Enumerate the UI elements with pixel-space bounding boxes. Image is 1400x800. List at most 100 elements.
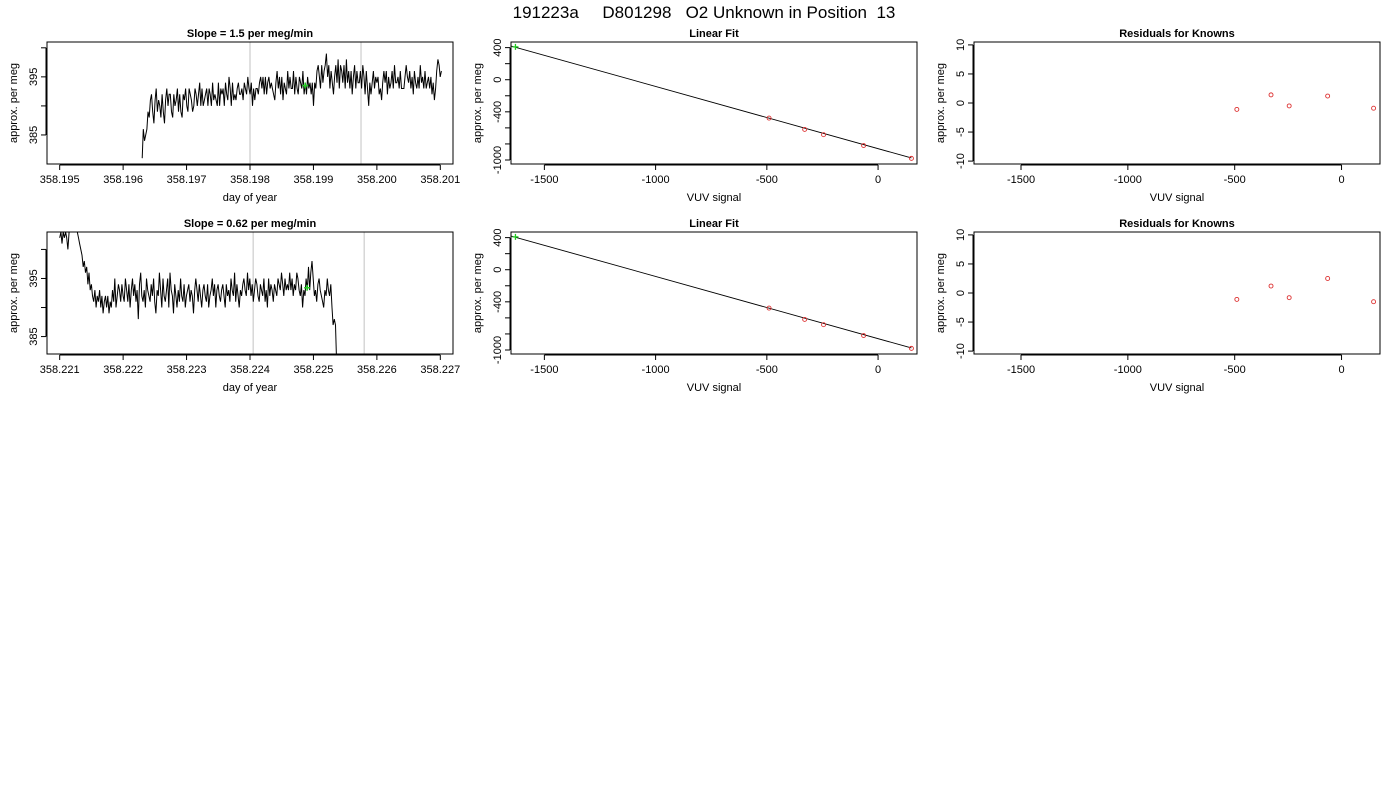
data-series-line (59, 232, 337, 354)
x-axis-label: VUV signal (687, 192, 741, 204)
x-tick-label: -1500 (530, 364, 558, 376)
x-tick-label: 358.222 (103, 364, 143, 376)
y-tick-label: 0 (955, 290, 967, 296)
y-axis: -1000 -400 0 400 approx. per meg (472, 228, 511, 364)
plot-frame (510, 231, 918, 355)
data-point-known (1371, 299, 1377, 305)
plot-frame (46, 231, 454, 355)
x-tick-label: 358.226 (357, 364, 397, 376)
chart-title: Residuals for Knowns (1119, 218, 1235, 230)
x-tick-label: -500 (756, 364, 778, 376)
plot-frame (510, 41, 918, 165)
y-axis: -10 -5 0 5 10 approx. per meg (935, 39, 974, 169)
plot-data-group (1234, 276, 1377, 305)
data-point-known (821, 322, 827, 328)
chart-title: Linear Fit (689, 218, 739, 230)
plot-data-group (511, 233, 914, 351)
y-tick-label: 385 (28, 327, 40, 345)
x-tick-label: 358.227 (420, 364, 460, 376)
x-tick-label: 358.199 (294, 174, 334, 186)
chart-panel-3: Residuals for Knowns -1500 -1000 -500 0 VUV s… (935, 28, 1381, 204)
y-tick-label: 385 (28, 126, 40, 144)
y-axis-label: approx. per meg (8, 63, 20, 143)
fit-line (511, 45, 912, 159)
data-series-line (141, 53, 442, 159)
data-point-known (1325, 276, 1331, 281)
data-point-known (861, 333, 867, 338)
chart-panel-5: Linear Fit -1500 -1000 -500 0 VUV signal -1000… (472, 218, 918, 394)
y-axis: -1000 -400 0 400 approx. per meg (472, 38, 511, 174)
y-tick-label: 395 (28, 68, 40, 86)
fit-line (511, 235, 912, 349)
data-point-known (1286, 295, 1292, 301)
chart-title: Slope = 0.62 per meg/min (184, 218, 317, 230)
data-point-known (908, 155, 914, 161)
y-tick-label: 0 (492, 77, 504, 83)
x-axis-label: day of year (223, 192, 278, 204)
x-tick-label: 0 (875, 174, 881, 186)
y-tick-label: -5 (955, 127, 967, 137)
x-axis-label: VUV signal (687, 382, 741, 394)
y-tick-label: 10 (955, 229, 967, 241)
y-tick-label: 0 (492, 267, 504, 273)
x-tick-label: 358.196 (103, 174, 143, 186)
page-title: 191223a D801298 O2 Unknown in Position 1… (513, 3, 896, 22)
x-tick-label: -1500 (530, 174, 558, 186)
x-axis: -1500 -1000 -500 0 VUV signal (1007, 354, 1345, 394)
x-axis: 358.221 358.222 358.223 358.224 358.225 358.2… (40, 354, 460, 394)
chart-panel-6: Residuals for Knowns -1500 -1000 -500 0 VUV s… (935, 218, 1381, 394)
x-tick-label: -1000 (1114, 174, 1142, 186)
data-point-known (766, 115, 772, 121)
y-axis-label: approx. per meg (935, 253, 947, 333)
x-tick-label: 358.197 (167, 174, 207, 186)
plot-data-group (511, 43, 914, 161)
x-tick-label: 358.221 (40, 364, 80, 376)
data-point-known (1325, 93, 1331, 99)
data-point-known (1234, 106, 1240, 112)
x-tick-label: -500 (1224, 174, 1246, 186)
y-axis: 385 395 approx. per meg (8, 248, 47, 346)
plot-frame (973, 41, 1381, 165)
data-point-known (1371, 105, 1377, 111)
data-point-known (802, 316, 808, 322)
y-tick-label: -1000 (492, 146, 504, 174)
plot-frame (46, 41, 454, 165)
x-tick-label: 358.224 (230, 364, 270, 376)
x-axis: -1500 -1000 -500 0 VUV signal (1007, 164, 1345, 204)
y-axis-label: approx. per meg (8, 253, 20, 333)
x-axis: 358.195 358.196 358.197 358.198 358.199 358.2… (40, 164, 460, 204)
plot-data-group (59, 232, 337, 354)
x-axis-label: VUV signal (1150, 192, 1204, 204)
x-tick-label: 358.225 (294, 364, 334, 376)
y-tick-label: -10 (955, 153, 967, 169)
y-tick-label: 10 (955, 39, 967, 51)
x-tick-label: -1000 (642, 364, 670, 376)
data-point-known (1234, 296, 1240, 302)
y-axis-label: approx. per meg (472, 253, 484, 333)
x-tick-label: -1000 (1114, 364, 1142, 376)
data-point-known (802, 126, 808, 132)
y-tick-label: -400 (492, 291, 504, 313)
x-tick-label: 358.201 (420, 174, 460, 186)
data-point-known (821, 132, 827, 138)
y-tick-label: -5 (955, 317, 967, 327)
data-point-known (1268, 283, 1274, 289)
x-axis-label: VUV signal (1150, 382, 1204, 394)
y-tick-label: -400 (492, 101, 504, 123)
y-axis-label: approx. per meg (935, 63, 947, 143)
x-axis: -1500 -1000 -500 0 VUV signal (530, 354, 881, 394)
x-tick-label: -500 (1224, 364, 1246, 376)
y-tick-label: -1000 (492, 336, 504, 364)
y-tick-label: 400 (492, 38, 504, 56)
chart-title: Linear Fit (689, 28, 739, 40)
data-point-known (766, 305, 772, 311)
x-axis-label: day of year (223, 382, 278, 394)
chart-title: Residuals for Knowns (1119, 28, 1235, 40)
x-axis: -1500 -1000 -500 0 VUV signal (530, 164, 881, 204)
x-tick-label: -1500 (1007, 174, 1035, 186)
data-point-known (1286, 103, 1292, 109)
x-tick-label: -1000 (642, 174, 670, 186)
